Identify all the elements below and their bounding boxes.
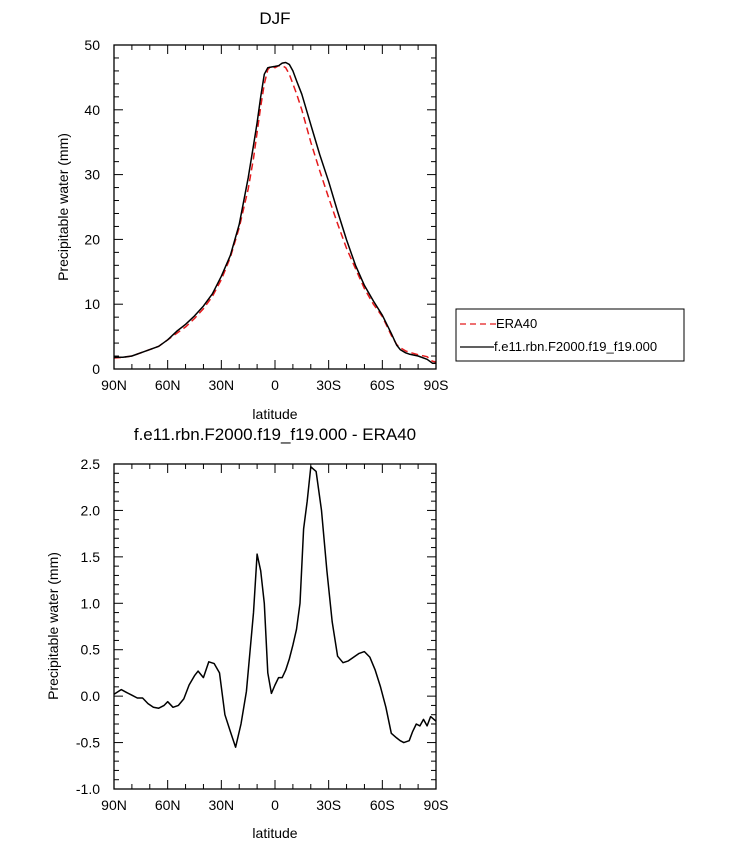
x-tick-label: 30S bbox=[316, 797, 341, 813]
top-x-axis-label: latitude bbox=[252, 406, 297, 422]
top-y-tick-labels: 0 10 20 30 40 50 bbox=[84, 37, 100, 377]
bottom-x-axis-label: latitude bbox=[252, 825, 297, 841]
top-y-axis-label: Precipitable water (mm) bbox=[55, 133, 71, 281]
y-tick-label: 2.0 bbox=[81, 502, 101, 518]
bottom-series bbox=[113, 466, 437, 748]
x-tick-label: 30S bbox=[316, 377, 341, 393]
y-tick-label: -0.5 bbox=[76, 735, 100, 751]
x-tick-label: 60S bbox=[370, 377, 395, 393]
x-tick-label: 60N bbox=[155, 797, 181, 813]
top-panel: DJF 90N 60N 30N 0 30S 60S 90S 0 10 20 30 40 50 lati… bbox=[55, 9, 685, 422]
bottom-ticks bbox=[113, 463, 437, 790]
bottom-chart-title: f.e11.rbn.F2000.f19_f19.000 - ERA40 bbox=[134, 425, 416, 444]
series-line-0-1 bbox=[114, 61, 436, 364]
legend: ERA40 f.e11.rbn.F2000.f19_f19.000 bbox=[455, 308, 685, 362]
y-tick-label: 0.0 bbox=[81, 688, 101, 704]
y-tick-label: 2.5 bbox=[81, 456, 101, 472]
top-ticks bbox=[113, 44, 437, 370]
bottom-plot-frame bbox=[113, 463, 437, 790]
legend-box bbox=[455, 308, 685, 362]
bottom-panel: f.e11.rbn.F2000.f19_f19.000 - ERA40 90N 6… bbox=[45, 425, 448, 841]
y-tick-label: 40 bbox=[84, 102, 100, 118]
bottom-y-axis-label: Precipitable water (mm) bbox=[45, 552, 61, 700]
x-tick-label: 90N bbox=[101, 377, 127, 393]
top-chart-title: DJF bbox=[259, 9, 290, 28]
x-tick-label: 0 bbox=[271, 797, 279, 813]
y-tick-label: 1.0 bbox=[81, 595, 101, 611]
bottom-y-tick-labels: -1.0 -0.5 0.0 0.5 1.0 1.5 2.0 2.5 bbox=[76, 456, 100, 797]
y-tick-label: 1.5 bbox=[81, 549, 101, 565]
x-tick-label: 0 bbox=[271, 377, 279, 393]
x-tick-label: 60N bbox=[155, 377, 181, 393]
series-line-0-0 bbox=[113, 64, 437, 363]
x-tick-label: 90S bbox=[424, 797, 449, 813]
legend-label-era40: ERA40 bbox=[496, 316, 537, 331]
legend-label-model: f.e11.rbn.F2000.f19_f19.000 bbox=[494, 339, 657, 354]
x-tick-label: 90N bbox=[101, 797, 127, 813]
top-plot-frame bbox=[113, 44, 437, 370]
y-tick-label: 50 bbox=[84, 37, 100, 53]
y-tick-label: -1.0 bbox=[76, 781, 100, 797]
x-tick-label: 60S bbox=[370, 797, 395, 813]
bottom-x-tick-labels: 90N 60N 30N 0 30S 60S 90S bbox=[101, 797, 448, 813]
y-tick-label: 20 bbox=[84, 231, 100, 247]
y-tick-label: 10 bbox=[84, 296, 100, 312]
series-line-1-0 bbox=[113, 466, 437, 748]
y-tick-label: 0 bbox=[92, 361, 100, 377]
x-tick-label: 30N bbox=[208, 377, 234, 393]
x-tick-label: 90S bbox=[424, 377, 449, 393]
y-tick-label: 0.5 bbox=[81, 642, 101, 658]
top-series bbox=[113, 61, 437, 364]
top-x-tick-labels: 90N 60N 30N 0 30S 60S 90S bbox=[101, 377, 448, 393]
x-tick-label: 30N bbox=[208, 797, 234, 813]
y-tick-label: 30 bbox=[84, 167, 100, 183]
